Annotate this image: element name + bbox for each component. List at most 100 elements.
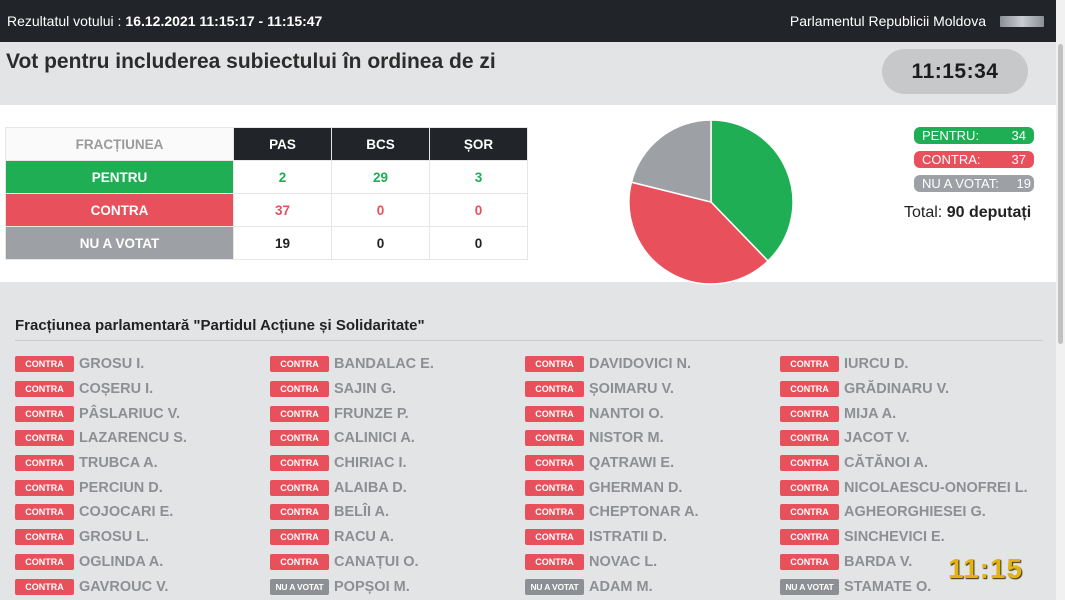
member-item: CONTRA CĂTĂNOI A. [780, 451, 1040, 476]
member-item: CONTRA FRUNZE P. [270, 401, 525, 426]
total-value: 90 deputați [946, 204, 1032, 221]
vote-badge: CONTRA [525, 455, 584, 472]
member-name: NICOLAESCU-ONOFREI L. [844, 479, 1028, 496]
pie-slice-nu-a-votat [630, 119, 712, 203]
vote-badge: CONTRA [780, 430, 839, 447]
fraction-header: FRACȚIUNEA [5, 127, 234, 161]
vote-badge: NU A VOTAT [780, 578, 839, 595]
vote-badge: CONTRA [525, 381, 584, 398]
member-item: CONTRA NISTOR M. [525, 426, 780, 451]
vote-badge: CONTRA [270, 405, 329, 422]
vote-badge: CONTRA [15, 430, 74, 447]
vote-badge: CONTRA [15, 553, 74, 570]
vote-badge: CONTRA [270, 504, 329, 521]
member-item: NU A VOTAT STAMATE O. [780, 574, 1040, 599]
member-item: CONTRA IURCU D. [780, 352, 1040, 377]
vote-result-label: Rezultatul votului : [7, 13, 122, 29]
vote-badge: CONTRA [525, 529, 584, 546]
member-name: COJOCARI E. [79, 504, 174, 521]
member-name: GAVROUC V. [79, 578, 169, 595]
vote-table-header: FRACȚIUNEA PAS BCS ȘOR [5, 127, 528, 161]
legend-contra: CONTRA: 37 [914, 151, 1034, 168]
vote-badge: CONTRA [15, 578, 74, 595]
member-name: FRUNZE P. [334, 405, 409, 422]
vote-badge: CONTRA [525, 356, 584, 373]
member-item: NU A VOTAT POPȘOI M. [270, 574, 525, 599]
cell-pentru-sor: 3 [429, 160, 528, 194]
vote-badge: NU A VOTAT [525, 578, 584, 595]
vote-badge: CONTRA [525, 479, 584, 496]
member-name: MIJA A. [844, 405, 897, 422]
top-bar: Rezultatul votului : 16.12.2021 11:15:17… [0, 0, 1056, 42]
member-name: STAMATE O. [844, 578, 932, 595]
faction-title: Fracțiunea parlamentară "Partidul Acțiun… [15, 317, 425, 334]
member-item: CONTRA GAVROUC V. [15, 574, 270, 599]
vote-badge: CONTRA [525, 405, 584, 422]
member-name: BANDALAC E. [334, 356, 434, 373]
member-name: CĂTĂNOI A. [844, 455, 929, 472]
member-item: CONTRA PÂSLARIUC V. [15, 401, 270, 426]
member-item: CONTRA DAVIDOVICI N. [525, 352, 780, 377]
member-name: PÂSLARIUC V. [79, 405, 180, 422]
vote-pie-chart [628, 119, 794, 285]
member-item: CONTRA ȘOIMARU V. [525, 377, 780, 402]
member-item: CONTRA CHEPTONAR A. [525, 500, 780, 525]
total-label: Total: [904, 204, 943, 221]
flag-icon [1000, 15, 1044, 27]
member-item: CONTRA PERCIUN D. [15, 475, 270, 500]
member-name: BARDA V. [844, 553, 913, 570]
pie-slice-pentru [710, 119, 794, 263]
member-item: CONTRA NOVAC L. [525, 550, 780, 575]
member-name: QATRAWI E. [589, 455, 675, 472]
member-item: CONTRA RACU A. [270, 525, 525, 550]
member-name: AGHEORGHIESEI G. [844, 504, 986, 521]
member-name: ȘOIMARU V. [589, 381, 674, 398]
vote-result-header: Rezultatul votului : 16.12.2021 11:15:17… [7, 13, 322, 29]
member-item: CONTRA COȘERU I. [15, 377, 270, 402]
vote-badge: CONTRA [780, 553, 839, 570]
legend-pentru-label: PENTRU: [922, 128, 980, 143]
member-item: CONTRA GHERMAN D. [525, 475, 780, 500]
scrollbar-thumb[interactable] [1058, 44, 1063, 344]
vote-badge: CONTRA [15, 479, 74, 496]
vote-badge: CONTRA [15, 356, 74, 373]
vote-badge: CONTRA [15, 381, 74, 398]
vote-badge: CONTRA [525, 430, 584, 447]
cell-nu-bcs: 0 [331, 226, 430, 260]
member-name: CHEPTONAR A. [589, 504, 699, 521]
member-item: CONTRA BARDA V. [780, 550, 1040, 575]
member-item: CONTRA LAZARENCU S. [15, 426, 270, 451]
member-name: IURCU D. [844, 356, 909, 373]
legend-nu-a-votat: NU A VOTAT: 19 [914, 175, 1034, 192]
vote-badge: CONTRA [270, 356, 329, 373]
member-name: CHIRIAC I. [334, 455, 407, 472]
vote-badge: CONTRA [780, 504, 839, 521]
member-name: SINCHEVICI E. [844, 529, 945, 546]
member-item: CONTRA NICOLAESCU-ONOFREI L. [780, 475, 1040, 500]
cell-contra-bcs: 0 [331, 193, 430, 227]
cell-pentru-bcs: 29 [331, 160, 430, 194]
member-name: NANTOI O. [589, 405, 664, 422]
vote-badge: CONTRA [270, 381, 329, 398]
member-item: CONTRA BANDALAC E. [270, 352, 525, 377]
total-deputies: Total: 90 deputați [904, 204, 1031, 222]
member-item: CONTRA ISTRATII D. [525, 525, 780, 550]
member-name: GROSU L. [79, 529, 150, 546]
member-name: GRĂDINARU V. [844, 381, 950, 398]
member-name: JACOT V. [844, 430, 910, 447]
vote-badge: CONTRA [270, 529, 329, 546]
member-item: NU A VOTAT ADAM M. [525, 574, 780, 599]
row-label-nu-a-votat: NU A VOTAT [5, 226, 234, 260]
member-item: CONTRA QATRAWI E. [525, 451, 780, 476]
legend-contra-value: 37 [1011, 152, 1026, 167]
row-label-pentru: PENTRU [5, 160, 234, 194]
vertical-scrollbar[interactable] [1056, 0, 1065, 600]
legend-pentru-value: 34 [1011, 128, 1026, 143]
member-name: ALAIBA D. [334, 479, 407, 496]
legend-nu-value: 19 [1016, 176, 1031, 191]
member-name: SAJIN G. [334, 381, 397, 398]
member-item: CONTRA SAJIN G. [270, 377, 525, 402]
member-item: CONTRA JACOT V. [780, 426, 1040, 451]
vote-badge: CONTRA [270, 553, 329, 570]
member-name: ISTRATII D. [589, 529, 667, 546]
